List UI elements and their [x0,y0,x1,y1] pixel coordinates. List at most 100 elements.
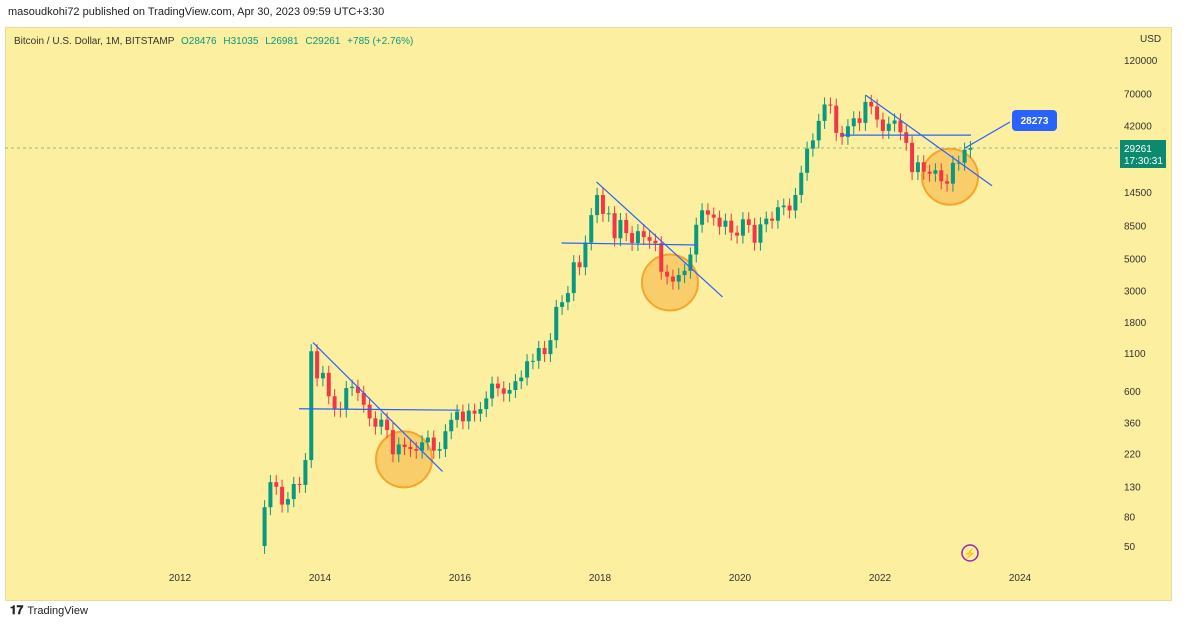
candle-body [466,410,471,422]
candle-body [717,217,722,227]
price-label-text: 28273 [1021,116,1049,127]
trend-line [561,242,699,246]
candle-body [770,218,775,221]
candle-body [653,240,658,244]
candle-body [460,411,465,422]
chart-pane[interactable] [5,27,1172,601]
candle-body [705,210,710,215]
candle-body [600,194,605,214]
price-label-box [1012,110,1057,131]
price-axis-currency: USD [1140,34,1161,45]
candle-body [402,444,407,448]
candle-body [729,220,734,233]
candle-body [857,118,862,123]
candle-body [274,482,279,487]
tv-logo-icon: 𝟏𝟕 [10,603,24,617]
legend-high: H31035 [223,36,259,47]
candle-body [589,215,594,243]
candle-body [350,386,355,389]
candle-body [799,172,804,195]
candle-body [326,372,331,397]
candle-body [449,419,454,432]
candle-body [291,483,296,500]
price-axis-tick: 70000 [1124,90,1152,101]
candle-body [968,148,973,150]
candle-body [875,106,880,120]
candle-body [898,120,903,133]
candle-body [373,418,378,427]
candle-body [525,361,530,378]
time-axis-tick: 2020 [729,573,752,584]
candle-body [659,243,664,272]
candle-body [606,213,611,215]
symbol-legend: Bitcoin / U.S. Dollar, 1M, BITSTAMP O284… [14,36,413,47]
candle-body [478,409,483,414]
candle-body [320,372,325,379]
candle-body [915,162,920,173]
trend-line [596,181,723,298]
price-axis-tick: 50 [1124,542,1136,553]
candle-body [285,499,290,505]
candle-body [344,388,349,410]
candle-body [863,101,868,123]
candle-body [367,404,372,419]
time-axis-tick: 2024 [1009,573,1032,584]
candle-body [851,118,856,127]
candle-body [904,132,909,143]
price-axis-tick: 1800 [1124,318,1147,329]
candle-body [309,351,314,461]
candle-body [437,449,442,451]
candle-body [670,276,675,282]
candle-body [548,340,553,355]
price-axis-tick: 80 [1124,513,1136,524]
candle-body [746,219,751,225]
candle-body [612,213,617,239]
tradingview-logo[interactable]: 𝟏𝟕 TradingView [10,603,88,618]
candle-body [262,507,267,546]
trend-line [298,408,461,411]
price-axis-tick: 130 [1124,482,1141,493]
candle-body [385,419,390,431]
time-axis-tick: 2018 [589,573,612,584]
candle-body [711,214,716,218]
candle-body [775,207,780,221]
candle-body [682,270,687,276]
candle-body [268,482,273,508]
candle-body [519,377,524,382]
candle-body [425,437,430,443]
candle-body [787,205,792,211]
candle-body [805,148,810,173]
candle-body [571,262,576,294]
time-axis-tick: 2012 [169,573,192,584]
candle-body [315,351,320,379]
candle-body [688,254,693,271]
candle-body [740,219,745,236]
candle-body [962,149,967,163]
candle-body [542,348,547,355]
candle-body [939,170,944,182]
candle-body [910,142,915,173]
candle-body [647,237,652,241]
candle-body [355,386,360,393]
time-axis-tick: 2022 [869,573,892,584]
candle-body [280,486,285,505]
brand-name: TradingView [27,604,88,617]
candle-body [361,392,366,405]
candle-body [560,302,565,307]
candle-body [554,306,559,341]
candle-body [408,447,413,450]
candle-body [945,181,950,184]
candle-body [379,419,384,427]
candle-body [455,411,460,420]
candle-body [758,224,763,243]
last-price-badge [1120,140,1166,168]
price-axis-tick: 3000 [1124,286,1147,297]
candle-body [332,396,337,409]
candle-body [810,140,815,149]
candle-body [530,360,535,362]
candle-body [834,105,839,133]
candle-body [472,410,477,414]
candle-body [927,171,932,174]
candle-body [507,389,512,394]
